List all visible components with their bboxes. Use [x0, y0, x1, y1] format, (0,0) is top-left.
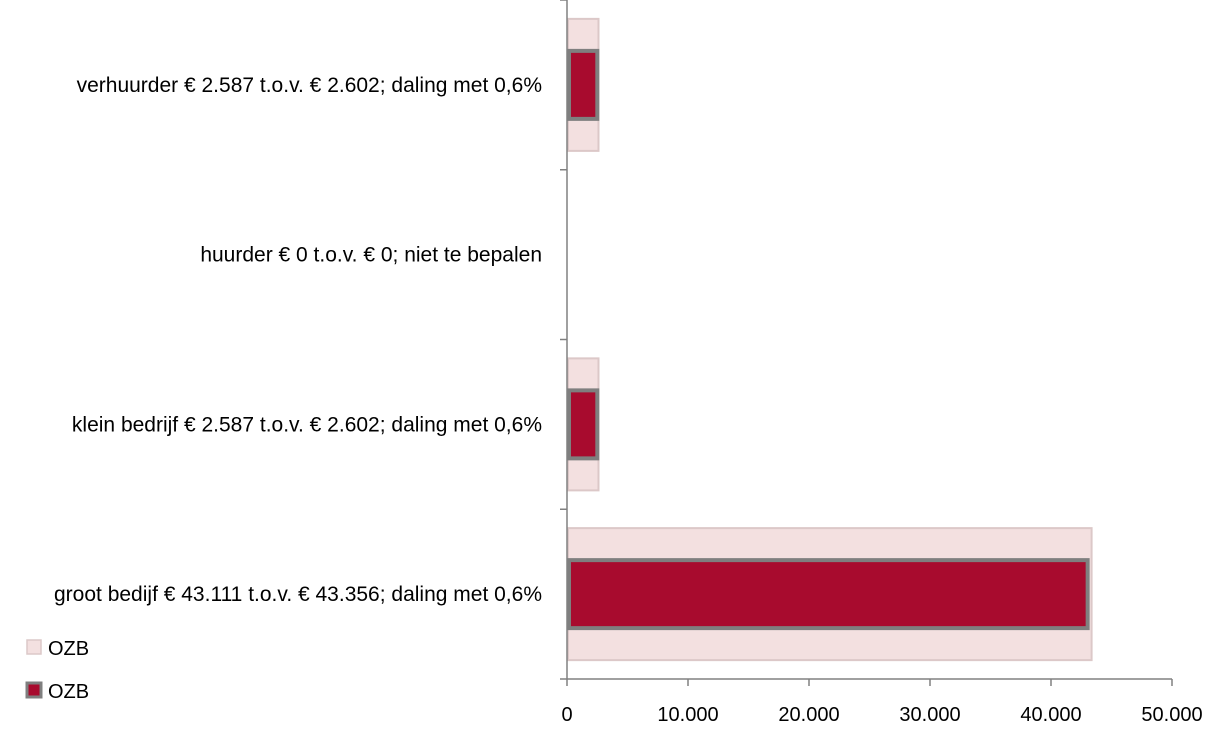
bars-layer: [567, 17, 1093, 662]
legend-swatch-ozb-outer: [26, 639, 42, 655]
x-tick-label: 50.000: [1141, 704, 1202, 726]
axes-layer: 0 10.000 20.000 30.000 40.000 50.000: [560, 0, 1203, 726]
labels-layer: verhuurder € 2.587 t.o.v. € 2.602; dalin…: [54, 74, 542, 606]
x-tick-label: 10.000: [657, 704, 718, 726]
legend-label-ozb-outer: OZB: [48, 638, 89, 660]
x-tick-label: 30.000: [899, 704, 960, 726]
category-label: klein bedrijf € 2.587 t.o.v. € 2.602; da…: [72, 413, 542, 436]
legend-swatch-ozb-inner: [25, 681, 43, 699]
category-label: huurder € 0 t.o.v. € 0; niet te bepalen: [200, 244, 542, 267]
category-label: verhuurder € 2.587 t.o.v. € 2.602; dalin…: [77, 74, 542, 97]
bar-ozb-inner-3: [567, 558, 1090, 631]
bar-ozb-inner-2: [567, 388, 600, 461]
bar-ozb-inner-0: [567, 48, 600, 121]
legend: OZB OZB: [25, 638, 89, 703]
legend-label-ozb-inner: OZB: [48, 681, 89, 703]
x-tick-label: 40.000: [1020, 704, 1081, 726]
category-label: groot bedijf € 43.111 t.o.v. € 43.356; d…: [54, 583, 542, 606]
x-tick-label: 0: [561, 704, 572, 726]
x-tick-label: 20.000: [778, 704, 839, 726]
